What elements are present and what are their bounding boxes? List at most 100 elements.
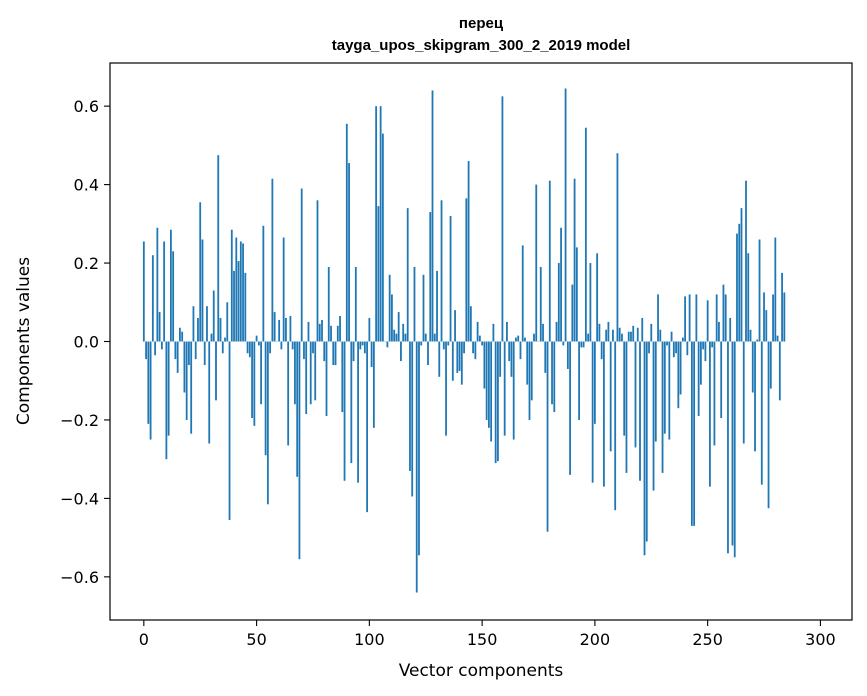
bar-114: [400, 341, 402, 362]
bar-4: [151, 255, 154, 342]
y-tick-label: 0.4: [74, 176, 99, 195]
bar-169: [524, 337, 526, 342]
bar-244: [693, 341, 696, 526]
bar-62: [282, 237, 285, 342]
bar-100: [368, 317, 371, 342]
bar-137: [451, 341, 454, 381]
bar-106: [381, 133, 384, 342]
bar-177: [542, 323, 544, 342]
bar-238: [679, 341, 682, 395]
bar-65: [289, 316, 292, 342]
bar-190: [571, 284, 574, 342]
y-tick-label: −0.4: [60, 489, 99, 508]
bar-101: [370, 341, 373, 367]
bar-178: [544, 341, 547, 373]
bar-16: [179, 327, 181, 342]
bar-187: [564, 88, 567, 342]
bar-165: [515, 337, 517, 342]
bar-29: [208, 341, 211, 444]
bars-group: [142, 88, 786, 593]
bar-7: [158, 312, 161, 342]
bar-95: [357, 341, 359, 483]
bar-79: [321, 319, 323, 342]
bar-240: [684, 296, 686, 342]
bar-53: [262, 225, 265, 342]
bar-5: [154, 341, 156, 356]
bar-167: [519, 341, 522, 360]
bar-34: [219, 317, 222, 342]
bar-232: [666, 341, 668, 346]
bar-173: [533, 333, 535, 342]
bar-278: [769, 341, 772, 389]
bar-60: [278, 319, 281, 342]
bar-201: [596, 253, 599, 342]
x-tick-label: 250: [692, 630, 723, 649]
bar-206: [607, 321, 610, 342]
bar-282: [778, 341, 781, 401]
bar-156: [494, 341, 497, 464]
bar-108: [386, 341, 389, 348]
bar-280: [774, 237, 777, 342]
bar-254: [715, 294, 718, 342]
bar-92: [350, 341, 353, 464]
bar-30: [210, 333, 213, 342]
bar-91: [348, 163, 350, 342]
bar-75: [312, 341, 314, 354]
x-tick-label: 200: [580, 630, 611, 649]
bar-44: [242, 243, 244, 342]
bar-184: [557, 263, 560, 342]
bar-130: [436, 270, 438, 342]
bar-104: [377, 206, 380, 342]
x-axis-label: Vector components: [399, 661, 564, 681]
bar-211: [618, 327, 621, 342]
bar-239: [681, 337, 684, 342]
bar-181: [551, 341, 553, 405]
bar-81: [325, 341, 328, 417]
bar-37: [226, 302, 229, 342]
bar-120: [413, 266, 416, 342]
bar-123: [420, 341, 423, 346]
bar-10: [165, 341, 168, 460]
bar-151: [483, 341, 486, 389]
bar-198: [589, 263, 592, 342]
bar-260: [729, 317, 732, 342]
bar-131: [438, 341, 441, 377]
bar-163: [510, 341, 513, 377]
bar-146: [472, 341, 474, 354]
bar-170: [526, 341, 529, 385]
bar-161: [506, 321, 508, 342]
bar-183: [555, 321, 558, 342]
bar-32: [215, 341, 217, 401]
x-tick-label: 300: [805, 630, 836, 649]
bar-22: [192, 306, 195, 342]
bar-47: [248, 341, 251, 358]
bar-3: [149, 341, 152, 440]
bar-54: [264, 341, 267, 456]
bar-215: [627, 331, 630, 342]
bar-136: [449, 215, 452, 342]
bar-284: [783, 292, 786, 342]
bar-117: [406, 208, 409, 342]
bar-90: [345, 123, 348, 342]
x-tick-label: 0: [139, 630, 149, 649]
bar-111: [393, 329, 396, 342]
bar-138: [454, 310, 456, 342]
bar-195: [582, 341, 585, 348]
bar-118: [409, 341, 411, 471]
bar-205: [605, 329, 608, 342]
bar-112: [395, 333, 398, 342]
bar-70: [300, 188, 303, 342]
bar-26: [201, 239, 204, 342]
bar-21: [190, 341, 193, 434]
bar-194: [580, 341, 583, 348]
bar-45: [244, 272, 247, 342]
bar-6: [156, 227, 159, 342]
bar-96: [359, 341, 362, 350]
bar-224: [648, 341, 650, 354]
bar-233: [668, 341, 671, 440]
bar-265: [740, 208, 743, 342]
bar-221: [641, 317, 644, 342]
bar-88: [341, 341, 344, 413]
bar-42: [237, 261, 240, 342]
